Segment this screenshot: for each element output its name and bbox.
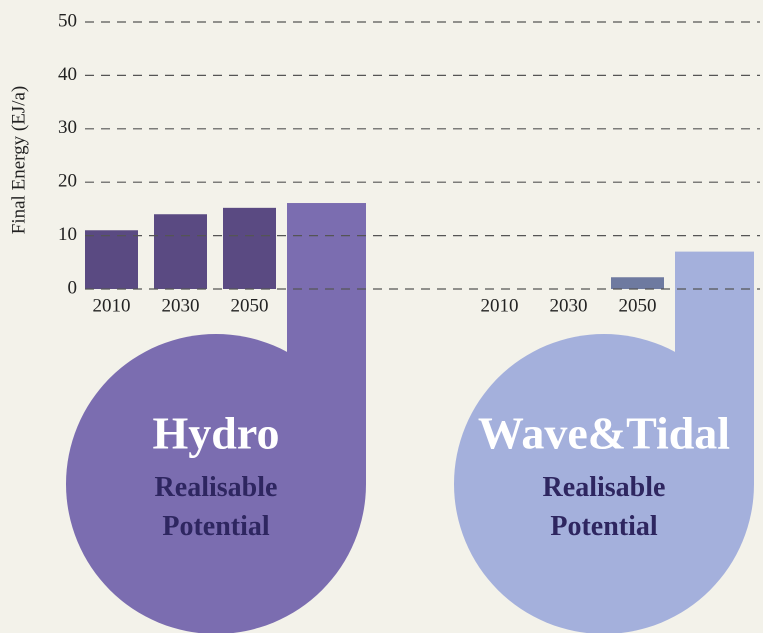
y-tick-label: 20 bbox=[58, 171, 77, 192]
y-tick-label: 30 bbox=[58, 117, 77, 138]
group-title: Wave&Tidal bbox=[478, 408, 730, 459]
potential-bar bbox=[287, 203, 366, 484]
bar bbox=[223, 208, 276, 289]
y-tick-label: 40 bbox=[58, 64, 77, 85]
potential-label: Realisable Potential bbox=[494, 468, 714, 546]
bar bbox=[154, 214, 207, 289]
bar bbox=[85, 230, 138, 289]
x-tick-label: 2030 bbox=[162, 295, 200, 316]
y-tick-label: 50 bbox=[58, 10, 77, 31]
x-tick-label: 2050 bbox=[619, 295, 657, 316]
potential-label: Realisable Potential bbox=[106, 468, 326, 546]
x-tick-label: 2050 bbox=[231, 295, 269, 316]
group-title: Hydro bbox=[153, 408, 280, 459]
x-tick-label: 2010 bbox=[481, 295, 519, 316]
y-tick-label: 0 bbox=[68, 277, 78, 298]
x-tick-label: 2010 bbox=[93, 295, 131, 316]
y-axis-label: Final Energy (EJ/a) bbox=[8, 86, 29, 234]
chart: Final Energy (EJ/a) 201020302050Hydro201… bbox=[0, 0, 763, 633]
y-tick-label: 10 bbox=[58, 224, 77, 245]
bar bbox=[611, 277, 664, 289]
x-tick-label: 2030 bbox=[550, 295, 588, 316]
